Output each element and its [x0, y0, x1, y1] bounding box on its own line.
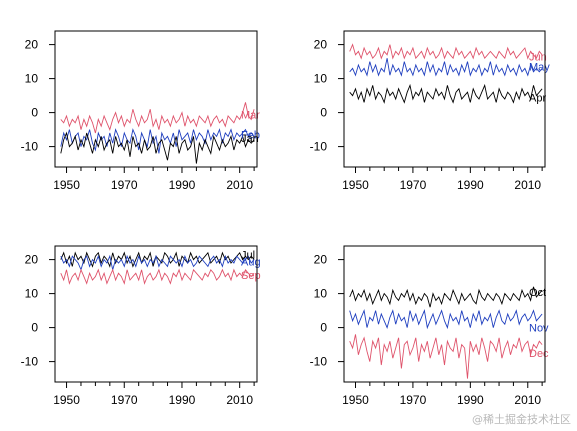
y-tick-label: -10: [21, 140, 39, 154]
plot-frame: [343, 245, 546, 383]
series-line-mar: [60, 102, 255, 134]
y-tick-label: 0: [31, 106, 38, 120]
series-label-nov: Nov: [529, 323, 549, 335]
series-line-aug: [60, 254, 255, 272]
series-line-dec: [349, 334, 543, 379]
x-tick-label: 1950: [53, 178, 80, 192]
x-tick-label: 1970: [111, 393, 138, 407]
series-line-jul: [60, 251, 255, 268]
x-tick-label: 1970: [400, 178, 427, 192]
series-line-oct: [349, 286, 543, 308]
watermark-text: @稀土掘金技术社区: [472, 413, 571, 426]
y-tick-label: 0: [320, 106, 327, 120]
x-tick-label: 1970: [111, 178, 138, 192]
series-label-mar: Mar: [241, 109, 260, 121]
series-line-may: [349, 58, 543, 77]
series-label-oct: Oct: [529, 287, 546, 299]
y-tick-label: 10: [314, 72, 328, 86]
series-label-sep: Sep: [241, 270, 261, 282]
y-tick-label: 10: [25, 72, 39, 86]
series-label-may: May: [529, 62, 550, 74]
y-tick-label: 20: [314, 253, 328, 267]
x-tick-label: 2010: [226, 178, 253, 192]
series-label-aug: Aug: [241, 256, 261, 268]
x-tick-label: 2010: [514, 178, 541, 192]
y-tick-label: 10: [314, 287, 328, 301]
series-line-jan: [60, 131, 255, 164]
x-tick-label: 1950: [342, 393, 369, 407]
series-label-jan: Jan: [241, 133, 259, 145]
x-tick-label: 1950: [342, 178, 369, 192]
y-tick-label: -10: [310, 140, 328, 154]
plot-frame: [343, 30, 546, 168]
series-line-apr: [349, 83, 543, 104]
y-tick-label: 0: [320, 321, 327, 335]
series-label-jul: Jul: [241, 250, 255, 262]
series-label-dec: Dec: [529, 348, 549, 360]
plot-frame: [54, 30, 258, 168]
series-line-sep: [60, 268, 255, 285]
series-line-jun: [349, 43, 543, 60]
x-tick-label: 1990: [457, 393, 484, 407]
y-tick-label: 20: [25, 38, 39, 52]
y-tick-label: 10: [25, 287, 39, 301]
y-tick-label: -10: [310, 355, 328, 369]
x-tick-label: 2010: [514, 393, 541, 407]
y-tick-label: 20: [25, 253, 39, 267]
x-tick-label: 1950: [53, 393, 80, 407]
x-tick-label: 2010: [226, 393, 253, 407]
series-line-nov: [349, 309, 543, 330]
x-tick-label: 1990: [169, 178, 196, 192]
y-tick-label: 0: [31, 321, 38, 335]
series-label-apr: Apr: [529, 92, 546, 104]
x-tick-label: 1990: [169, 393, 196, 407]
plot-frame: [54, 245, 258, 383]
y-tick-label: 20: [314, 38, 328, 52]
y-tick-label: -10: [21, 355, 39, 369]
series-label-jun: Jun: [529, 52, 547, 64]
series-label-feb: Feb: [241, 130, 260, 142]
x-tick-label: 1970: [400, 393, 427, 407]
x-tick-label: 1990: [457, 178, 484, 192]
